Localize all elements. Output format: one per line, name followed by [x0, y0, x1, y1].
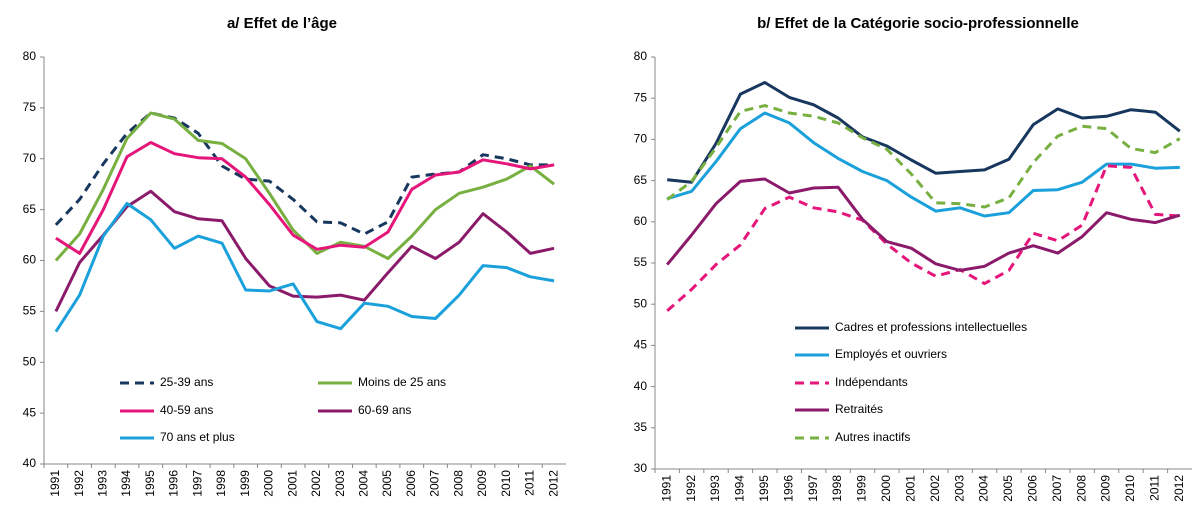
series-line: [54, 111, 555, 236]
series-line: [55, 141, 555, 255]
series-line: [667, 81, 1181, 184]
y-tick-label: 60: [23, 253, 37, 267]
y-tick-label: 35: [634, 420, 648, 434]
x-tick-label: 1998: [830, 475, 844, 502]
x-tick-label: 1993: [95, 470, 109, 497]
y-tick-label: 80: [634, 49, 648, 63]
y-tick-label: 40: [23, 456, 37, 470]
x-tick-label: 1992: [72, 470, 86, 497]
x-tick-label: 2010: [499, 470, 513, 497]
y-tick-label: 40: [634, 379, 648, 393]
y-tick-label: 55: [634, 255, 648, 269]
x-tick-label: 2012: [1172, 475, 1186, 502]
x-tick-label: 2009: [1099, 475, 1113, 502]
x-tick-label: 2006: [404, 470, 418, 497]
series-line: [666, 104, 1181, 209]
x-tick-label: 2008: [1074, 475, 1088, 502]
x-tick-label: 2003: [333, 470, 347, 497]
x-tick-label: 1999: [855, 475, 869, 502]
y-tick-label: 75: [23, 100, 37, 114]
series-line: [54, 202, 555, 333]
x-tick-label: 1991: [659, 475, 673, 502]
y-tick-label: 55: [23, 304, 37, 318]
y-tick-label: 65: [23, 202, 37, 216]
legend-label: Moins de 25 ans: [358, 375, 446, 389]
x-tick-label: 2011: [1148, 475, 1162, 501]
series-line: [54, 189, 555, 313]
x-tick-label: 2012: [546, 470, 560, 497]
x-tick-label: 2009: [475, 470, 489, 497]
x-tick-label: 1996: [781, 475, 795, 502]
y-tick-label: 65: [634, 173, 648, 187]
x-tick-label: 2007: [428, 470, 442, 497]
legend-label: 70 ans et plus: [160, 430, 235, 444]
x-tick-label: 2002: [928, 475, 942, 502]
x-tick-label: 1993: [708, 475, 722, 502]
x-tick-label: 2005: [380, 470, 394, 497]
x-tick-label: 1998: [214, 470, 228, 497]
x-tick-label: 1995: [143, 470, 157, 497]
x-tick-label: 2005: [1001, 475, 1015, 502]
x-tick-label: 1997: [190, 470, 204, 497]
y-tick-label: 45: [23, 405, 37, 419]
x-tick-label: 1992: [684, 475, 698, 502]
x-tick-label: 1995: [757, 475, 771, 502]
legend-label: 25-39 ans: [160, 375, 213, 389]
series-line: [54, 111, 556, 262]
y-tick-label: 60: [634, 214, 648, 228]
series-line: [666, 164, 1180, 312]
x-tick-label: 2011: [523, 470, 537, 496]
legend-label: Cadres et professions intellectuelles: [835, 320, 1027, 334]
legend-label: Retraités: [835, 402, 883, 416]
x-tick-label: 2001: [285, 470, 299, 497]
x-tick-label: 2004: [977, 475, 991, 502]
y-tick-label: 45: [634, 338, 648, 352]
x-tick-label: 2002: [309, 470, 323, 497]
x-tick-label: 2004: [356, 470, 370, 497]
series-line: [666, 111, 1180, 218]
legend-label: Autres inactifs: [835, 430, 910, 444]
legend-label: 40-59 ans: [160, 403, 213, 417]
y-tick-label: 70: [634, 132, 648, 146]
y-tick-label: 70: [23, 151, 37, 165]
x-tick-label: 2000: [262, 470, 276, 497]
legend-label: Employés et ouvriers: [835, 347, 947, 361]
x-tick-label: 1997: [806, 475, 820, 502]
series-line: [666, 177, 1181, 272]
x-tick-label: 1991: [48, 470, 62, 497]
x-tick-label: 1994: [119, 470, 133, 497]
x-tick-label: 1994: [733, 475, 747, 502]
y-tick-label: 75: [634, 90, 648, 104]
legend-label: Indépendants: [835, 375, 908, 389]
x-tick-label: 2000: [879, 475, 893, 502]
x-tick-label: 1996: [167, 470, 181, 497]
chart-title: b/ Effet de la Catégorie socio-professio…: [757, 15, 1079, 32]
x-tick-label: 2010: [1123, 475, 1137, 502]
x-tick-label: 1999: [238, 470, 252, 497]
x-tick-label: 2007: [1050, 475, 1064, 502]
chart-title: a/ Effet de l’âge: [227, 15, 337, 32]
x-tick-label: 2008: [451, 470, 465, 497]
y-tick-label: 50: [634, 296, 648, 310]
y-tick-label: 30: [634, 461, 648, 475]
legend-label: 60-69 ans: [358, 403, 411, 417]
y-tick-label: 80: [23, 49, 37, 63]
x-tick-label: 2001: [903, 475, 917, 502]
x-tick-label: 2003: [952, 475, 966, 502]
x-tick-label: 2006: [1026, 475, 1040, 502]
y-tick-label: 50: [23, 354, 37, 368]
